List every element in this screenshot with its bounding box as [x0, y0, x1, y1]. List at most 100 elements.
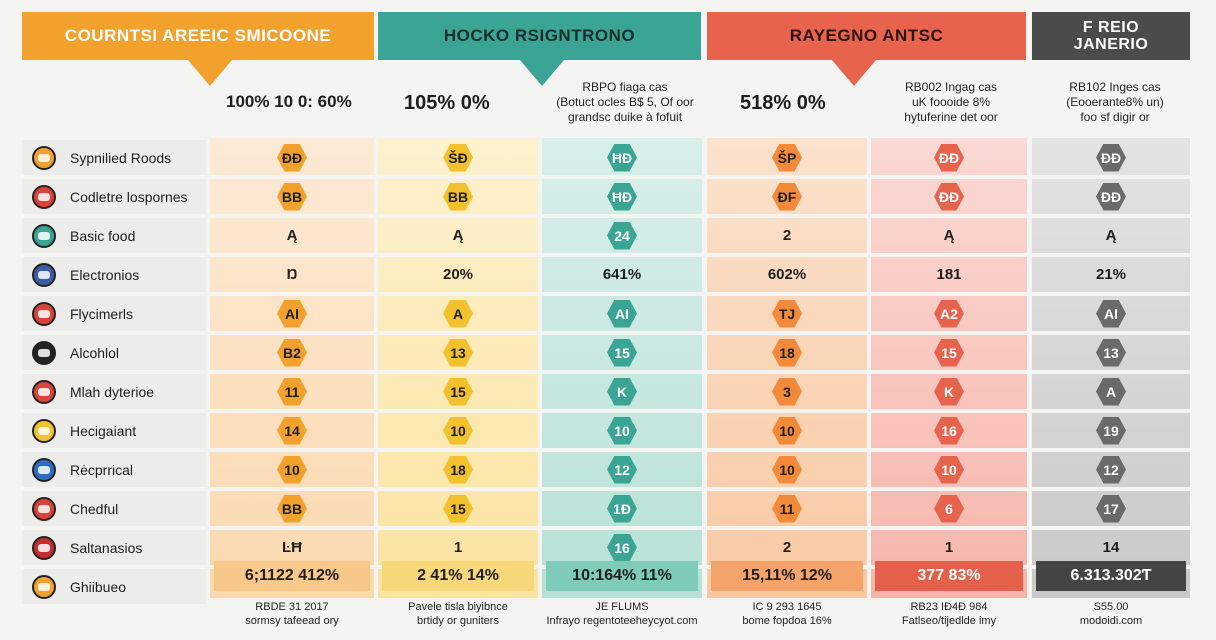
- cell-value-badge: 19: [1096, 416, 1126, 445]
- row-label: Chedful: [22, 491, 206, 526]
- table-cell: ŠĐ: [378, 140, 538, 175]
- table-cell: 15: [378, 491, 538, 526]
- table-cell: 602%: [707, 257, 867, 292]
- table-cell: Ą: [210, 218, 374, 253]
- table-cell: Al: [1032, 296, 1190, 331]
- row-label-text: Basic food: [70, 227, 136, 244]
- row-label-text: Flycimerls: [70, 305, 133, 322]
- table-cell: 18: [707, 335, 867, 370]
- footer-note: S55.00 modoidi.com: [1032, 600, 1190, 628]
- footer-note-line: S55.00: [1093, 601, 1129, 613]
- brand-logo-icon: [32, 535, 56, 560]
- table-cell: 377 83%: [875, 561, 1023, 591]
- table-cell: ĐĐ: [1032, 179, 1190, 214]
- summary-desc4: RB102 Inges cas (Eooerante8% un) foo sf …: [1040, 80, 1190, 125]
- row-divider: [22, 292, 1190, 296]
- summary-pct1: 100% 10 0: 60%: [226, 92, 352, 111]
- footer-note-line: RB23 IĐ4Đ 984: [910, 601, 988, 613]
- table-cell: 21%: [1032, 257, 1190, 292]
- row-label: Mlah dyterioe: [22, 374, 206, 409]
- cell-value-badge: 181: [936, 266, 962, 283]
- cell-value-badge: Ą: [943, 227, 955, 244]
- cell-value-badge: 6: [934, 494, 964, 523]
- table-cell: 181: [871, 257, 1027, 292]
- row-divider: [22, 370, 1190, 374]
- cell-value-badge: 3: [772, 377, 802, 406]
- brand-logo-icon: [32, 145, 56, 170]
- table-cell: 10: [378, 413, 538, 448]
- summary-desc4-line: foo sf digir or: [1080, 110, 1150, 124]
- cell-value-badge: A2: [934, 299, 964, 328]
- cell-value-badge: 10: [277, 455, 307, 484]
- table-cell: Ą: [1032, 218, 1190, 253]
- table-cell: 16: [871, 413, 1027, 448]
- table-cell: Al: [542, 296, 702, 331]
- footer-note: RBDE 31 2017 sormsy tafeead ory: [210, 600, 374, 628]
- table-cell: TJ: [707, 296, 867, 331]
- table-cell: 15: [542, 335, 702, 370]
- cell-value-badge: A: [443, 299, 473, 328]
- table-cell: ĐĐ: [871, 179, 1027, 214]
- brand-logo-icon: [32, 301, 56, 326]
- summary-desc3: RB002 Ingag cas uK foooide 8% hytuferine…: [876, 80, 1026, 125]
- table-cell: Ą: [871, 218, 1027, 253]
- table-cell: 10: [871, 452, 1027, 487]
- table-cell: 18: [378, 452, 538, 487]
- table-cell: Al: [210, 296, 374, 331]
- row-label-text: Codletre lospornes: [70, 188, 188, 205]
- header-col1: COURNTSI AREEIC SMICOONE: [22, 12, 374, 60]
- table-cell: 12: [1032, 452, 1190, 487]
- table-cell: 10: [707, 452, 867, 487]
- cell-value-badge: 11: [277, 377, 307, 406]
- cell-value-badge: Ŋ: [286, 266, 298, 283]
- table-cell: ĐĐ: [210, 140, 374, 175]
- cell-value-badge: 17: [1096, 494, 1126, 523]
- cell-value-badge: 14: [277, 416, 307, 445]
- table-cell: Ŋ: [210, 257, 374, 292]
- table-cell: 1: [378, 530, 538, 565]
- summary-desc3-line: uK foooide 8%: [911, 95, 991, 109]
- row-divider: [22, 253, 1190, 257]
- cell-value-badge: ĐĐ: [934, 143, 964, 172]
- cell-value-badge: ŠĐ: [443, 143, 473, 172]
- brand-logo-icon: [32, 418, 56, 443]
- footer-note-line: bome fopdoa 16%: [742, 615, 832, 627]
- row-label: Basic food: [22, 218, 206, 253]
- cell-value-badge: 13: [1096, 338, 1126, 367]
- table-cell: 13: [378, 335, 538, 370]
- table-cell: ĐĐ: [871, 140, 1027, 175]
- cell-value-badge: B2: [277, 338, 307, 367]
- row-divider: [22, 487, 1190, 491]
- footer-note: RB23 IĐ4Đ 984 Fatlseo/tijedlde imy: [871, 600, 1027, 628]
- table-cell: K: [542, 374, 702, 409]
- brand-logo-icon: [32, 457, 56, 482]
- header-col4-line2: JANERIO: [1073, 36, 1149, 53]
- cell-value-badge: ĐF: [772, 182, 802, 211]
- table-cell: 13: [1032, 335, 1190, 370]
- row-label: Ghiibueo: [22, 569, 206, 604]
- cell-value-badge: 10: [934, 455, 964, 484]
- summary-desc2-line: RBPO fiaga cas: [582, 80, 668, 94]
- table-cell: BB: [378, 179, 538, 214]
- cell-value-badge: 20%: [442, 266, 474, 283]
- table-cell: 10: [210, 452, 374, 487]
- row-label-text: Chedful: [70, 500, 119, 517]
- table-cell: ĿĦ: [210, 530, 374, 565]
- table-cell: 2: [707, 218, 867, 253]
- table-cell: 17: [1032, 491, 1190, 526]
- cell-value-badge: Al: [607, 299, 637, 328]
- cell-value-badge: 15: [934, 338, 964, 367]
- footer-note-line: IC 9 293 1645: [752, 601, 822, 613]
- cell-value-badge: 2: [782, 227, 792, 244]
- table-cell: ĐĐ: [1032, 140, 1190, 175]
- row-label-text: Electronios: [70, 266, 140, 283]
- cell-value-badge: ĐĐ: [934, 182, 964, 211]
- footer-note-line: brtidy or guniters: [417, 615, 499, 627]
- row-divider: [22, 331, 1190, 335]
- table-cell: 20%: [378, 257, 538, 292]
- summary-desc3-line: RB002 Ingag cas: [904, 80, 998, 94]
- brand-logo-icon: [32, 184, 56, 209]
- row-label-text: Hecigaiant: [70, 422, 137, 439]
- row-label-text: Sypnilied Roods: [70, 149, 172, 166]
- table-cell: 2: [707, 530, 867, 565]
